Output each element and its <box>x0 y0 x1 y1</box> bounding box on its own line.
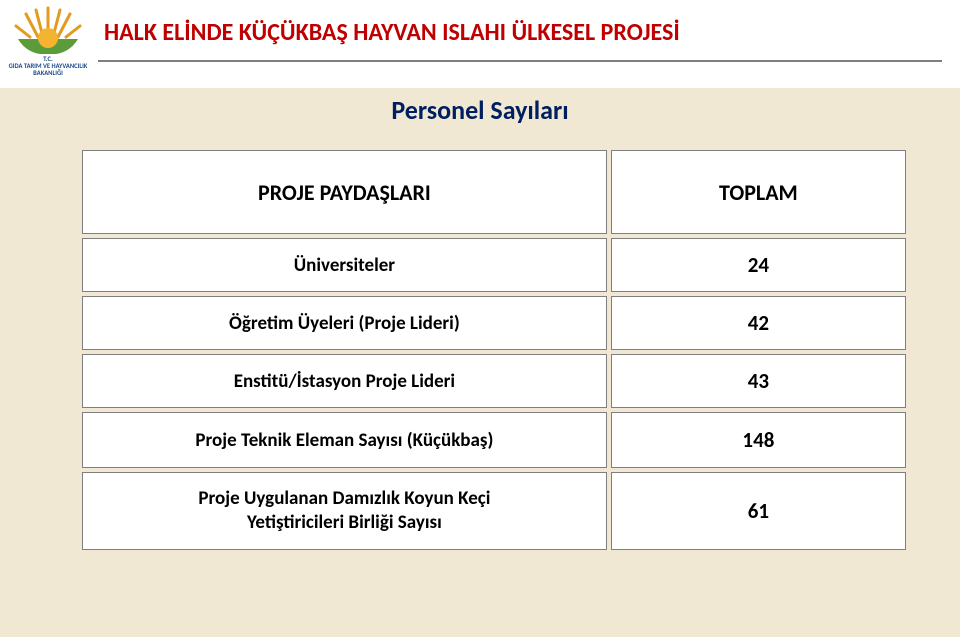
row-label: Enstitü/İstasyon Proje Lideri <box>82 354 607 408</box>
row-value: 42 <box>611 296 906 350</box>
table-row: Öğretim Üyeleri (Proje Lideri) 42 <box>82 296 906 350</box>
table-row: Proje Uygulanan Damızlık Koyun Keçi Yeti… <box>82 472 906 550</box>
data-table-wrap: PROJE PAYDAŞLARI TOPLAM Üniversiteler 24… <box>78 146 910 554</box>
table-row: Enstitü/İstasyon Proje Lideri 43 <box>82 354 906 408</box>
sun-wheat-icon <box>11 4 85 54</box>
data-table: PROJE PAYDAŞLARI TOPLAM Üniversiteler 24… <box>78 146 910 554</box>
logo-line3: BAKANLIĞI <box>6 70 90 77</box>
table-row: Proje Teknik Eleman Sayısı (Küçükbaş) 14… <box>82 412 906 468</box>
row-label-line2: Yetiştiricileri Birliği Sayısı <box>83 511 606 535</box>
row-label: Öğretim Üyeleri (Proje Lideri) <box>82 296 607 350</box>
ministry-logo: T.C. GIDA TARIM VE HAYVANCILIK BAKANLIĞI <box>6 4 90 77</box>
row-value: 24 <box>611 238 906 292</box>
header-left: PROJE PAYDAŞLARI <box>82 150 607 234</box>
row-label: Proje Teknik Eleman Sayısı (Küçükbaş) <box>82 412 607 468</box>
title-underline <box>98 60 942 62</box>
table-row: Üniversiteler 24 <box>82 238 906 292</box>
header-right: TOPLAM <box>611 150 906 234</box>
page-subtitle: Personel Sayıları <box>0 94 960 126</box>
row-value: 43 <box>611 354 906 408</box>
row-value: 148 <box>611 412 906 468</box>
slide: T.C. GIDA TARIM VE HAYVANCILIK BAKANLIĞI… <box>0 0 960 637</box>
row-label-line1: Proje Uygulanan Damızlık Koyun Keçi <box>83 487 606 511</box>
page-title: HALK ELİNDE KÜÇÜKBAŞ HAYVAN ISLAHI ÜLKES… <box>104 18 680 47</box>
row-value: 61 <box>611 472 906 550</box>
logo-caption: T.C. GIDA TARIM VE HAYVANCILIK BAKANLIĞI <box>6 56 90 77</box>
row-label: Üniversiteler <box>82 238 607 292</box>
table-header-row: PROJE PAYDAŞLARI TOPLAM <box>82 150 906 234</box>
row-label-multiline: Proje Uygulanan Damızlık Koyun Keçi Yeti… <box>82 472 607 550</box>
